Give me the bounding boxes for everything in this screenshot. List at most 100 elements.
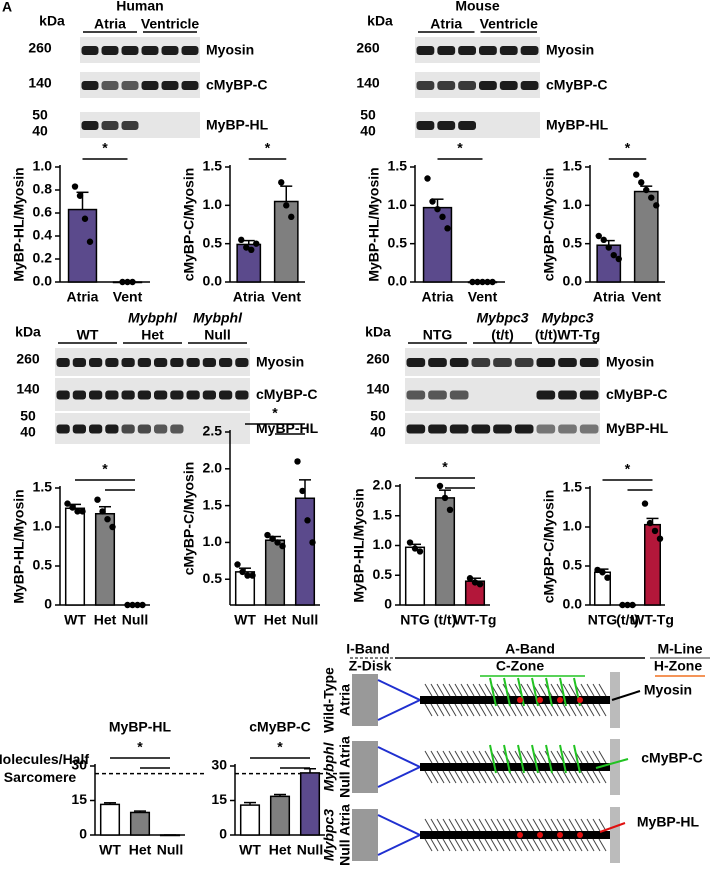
myosin-head [526,703,535,717]
data-point [99,508,106,515]
x-tick-label: Null [157,842,183,858]
bar [239,804,261,836]
blot-band [536,390,556,400]
group-label: Atria [94,16,126,32]
blot-band [479,81,497,90]
myosin-head [466,818,475,832]
blot-band [514,358,534,367]
blot-band [101,121,119,130]
myosin-head [466,750,475,764]
myosin-head [580,703,589,717]
blot-band [202,358,216,367]
myosin-head [442,770,451,784]
data-point [309,539,316,546]
thick-filament [420,831,610,839]
x-tick-label: WT [239,842,261,858]
myosin-head [454,770,463,784]
x-tick-label: Het [269,842,292,858]
group-label: Ventricle [141,16,200,32]
myosin-head [580,683,589,697]
blot-band [56,424,70,434]
data-point [651,527,659,535]
myosin-head [424,838,433,852]
sig-label: * [625,140,631,156]
myosin-head [478,838,487,852]
myosin-head [430,818,439,832]
myosin-head [538,703,547,717]
myosin-head [520,818,529,832]
data-point [441,494,449,502]
thick-filament [420,696,610,704]
y-tick-label: 1.5 [563,479,583,495]
myosin-head [568,703,577,717]
sig-label: * [442,459,448,475]
myosin-head [586,838,595,852]
myosin-head [508,770,517,784]
myosin-head [424,818,433,832]
y-tick-label: 1.5 [33,479,53,495]
blot-band [72,424,86,434]
myosin-head [598,683,607,697]
blot-band [428,390,447,400]
panel-label: A [2,0,12,15]
diagram-label: C-Zone [496,658,544,674]
data-point [288,213,295,221]
myosin-head [484,838,493,852]
myosin-head [454,750,463,764]
myosin-head [586,703,595,717]
myosin-head [592,703,601,717]
myosin-head [508,750,517,764]
blot-band [479,46,497,55]
myosin-head [430,683,439,697]
group-label: Atria [430,16,462,32]
blot-band [458,121,476,130]
x-tick-label: WT-Tg [631,612,674,628]
cmybpc [517,677,525,707]
myosin-head [592,750,601,764]
mybphl [517,697,523,703]
myosin-head [484,750,493,764]
y-tick-label: 0 [219,826,227,842]
myosin-head [502,838,511,852]
blot-band [105,424,119,434]
blot-band [219,358,233,367]
y-tick-label: 0.5 [563,557,583,573]
y-tick-label: 15 [71,791,87,807]
x-tick-label: WT [99,842,121,858]
myosin-head [496,703,505,717]
blot-band [579,358,599,367]
chart-title: MyBP-HL [109,719,172,735]
y-axis-label: MyBP-HL/Myosin [11,167,27,281]
cmybpc [503,677,511,707]
bar [299,772,321,836]
blot-band [579,390,599,400]
cmybpc [559,677,567,707]
cmybpc [489,744,497,774]
data-point [279,542,286,550]
protein-label: MyBP-HL [546,117,609,133]
blot-band [520,81,539,90]
data-point [278,179,285,186]
blot-strip [415,37,540,63]
thick-filament [420,763,610,771]
titin [377,814,423,856]
myosin-head [466,703,475,717]
mybphl [577,697,583,703]
blot-band [186,390,200,400]
row-label: Mybphl [321,741,337,791]
myosin-head [532,818,541,832]
sig-label: * [272,405,278,421]
myosin-head [442,838,451,852]
y-axis-label: cMyBP-C/Myosin [181,462,197,576]
y-tick-label: 1.0 [33,158,53,174]
mybphl [537,697,543,703]
x-tick-label: NTG [400,612,430,628]
kda-label: kDa [39,13,65,29]
blot-band [89,390,103,400]
blot-title: Mouse [455,0,500,14]
bar [67,208,98,283]
y-tick-label: 0.5 [388,234,408,250]
bar [99,803,121,836]
blot-band [437,121,456,130]
myosin-head [424,703,433,717]
